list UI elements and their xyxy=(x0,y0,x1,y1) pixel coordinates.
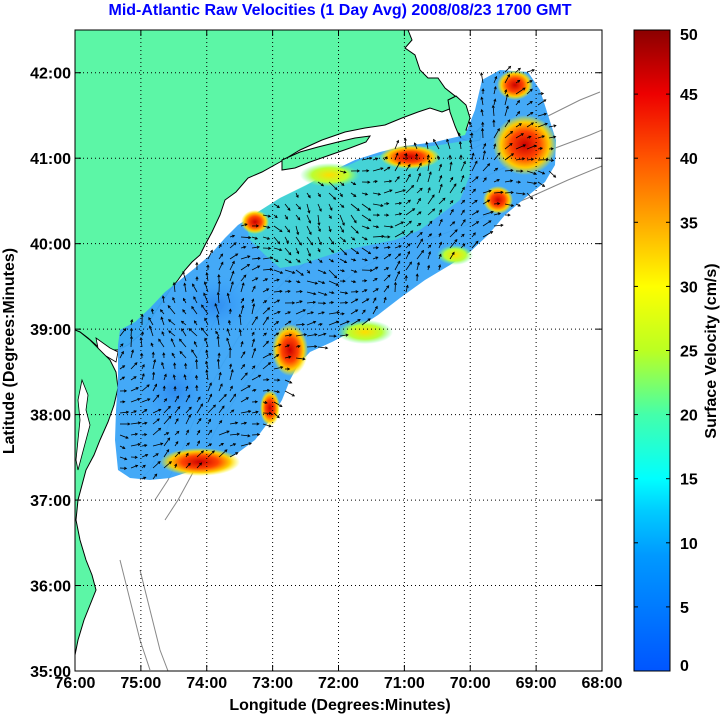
x-axis-label: Longitude (Degrees:Minutes) xyxy=(229,697,450,714)
figure-title: Mid-Atlantic Raw Velocities (1 Day Avg) … xyxy=(109,2,572,19)
colorbar-tick-label: 5 xyxy=(680,600,689,617)
warm-region-2 xyxy=(437,245,473,265)
x-tick-label: 70:00 xyxy=(450,675,491,692)
velocity-arrow xyxy=(131,337,132,348)
hotspot-3 xyxy=(497,70,533,100)
y-tick-label: 37:00 xyxy=(30,493,71,510)
colorbar xyxy=(634,30,670,671)
y-tick-label: 41:00 xyxy=(30,151,71,168)
hotspot-8 xyxy=(241,210,269,234)
x-tick-label: 69:00 xyxy=(516,675,557,692)
y-tick-label: 36:00 xyxy=(30,579,71,596)
y-axis-label: Latitude (Degrees:Minutes) xyxy=(1,248,18,454)
colorbar-tick-label: 35 xyxy=(680,215,698,232)
colorbar-tick-label: 30 xyxy=(680,279,698,296)
y-tick-label: 40:00 xyxy=(30,237,71,254)
y-tick-label: 35:00 xyxy=(30,664,71,681)
x-tick-label: 72:00 xyxy=(318,675,359,692)
hotspot-6 xyxy=(260,390,280,426)
y-tick-label: 42:00 xyxy=(30,66,71,83)
y-tick-label: 39:00 xyxy=(30,322,71,339)
map-plot-area xyxy=(75,30,602,671)
colorbar-tick-label: 0 xyxy=(680,658,689,675)
x-tick-label: 75:00 xyxy=(120,675,161,692)
colorbar-tick-label: 25 xyxy=(680,344,698,361)
warm-region-1 xyxy=(337,320,393,344)
x-tick-label: 71:00 xyxy=(384,675,425,692)
colorbar-tick-label: 50 xyxy=(680,27,698,44)
colorbar-label: Surface Velocity (cm/s) xyxy=(703,263,720,438)
colorbar-tick-label: 15 xyxy=(680,472,698,489)
colorbar-tick-label: 45 xyxy=(680,87,698,104)
x-tick-label: 68:00 xyxy=(582,675,623,692)
colorbar-tick-label: 40 xyxy=(680,151,698,168)
colorbar-tick-label: 20 xyxy=(680,408,698,425)
colorbar-tick-label: 10 xyxy=(680,536,698,553)
x-tick-label: 74:00 xyxy=(186,675,227,692)
hotspot-7 xyxy=(160,448,240,476)
x-tick-label: 73:00 xyxy=(252,675,293,692)
y-tick-label: 38:00 xyxy=(30,408,71,425)
